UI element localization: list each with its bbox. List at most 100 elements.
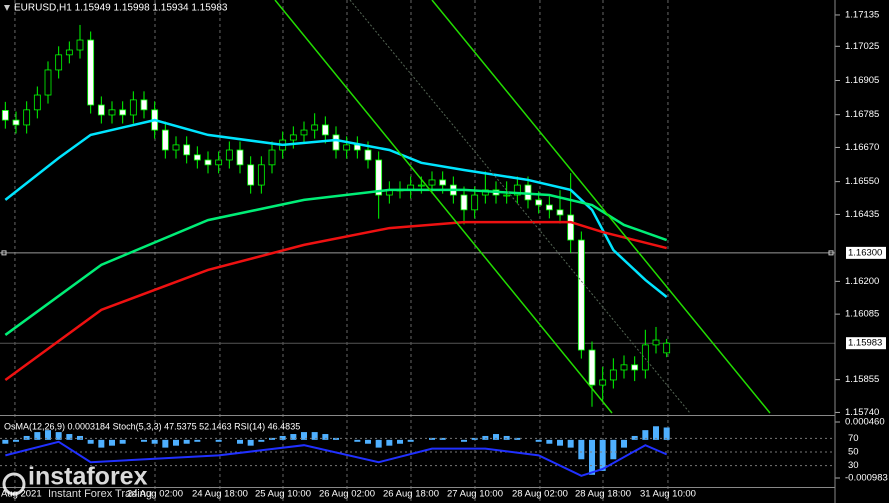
candle-body <box>471 194 479 211</box>
osma-bar <box>215 439 222 442</box>
candle-body <box>268 149 276 166</box>
candle-body <box>161 129 169 151</box>
osma-bar <box>365 439 372 444</box>
candle-body <box>183 144 191 156</box>
y-tick-label: 1.16670 <box>845 142 879 153</box>
candle-body <box>172 144 180 151</box>
osma-bar <box>610 439 617 460</box>
osma-bar <box>119 439 126 444</box>
candle-body <box>129 99 137 116</box>
candle-body <box>663 342 671 354</box>
osma-bar <box>66 434 73 440</box>
candle-body <box>33 94 41 111</box>
candle-body <box>417 184 425 187</box>
candle-body <box>1 110 9 121</box>
trend-line <box>274 0 613 414</box>
osma-bar <box>578 439 585 460</box>
candle-body <box>289 134 297 141</box>
indicator-title: OsMA(12,26,9) 0.0003184 Stoch(5,3,3) 47.… <box>4 421 300 431</box>
osma-bar <box>183 439 190 444</box>
osma-bar <box>439 437 446 440</box>
candle-body <box>652 339 660 346</box>
candle-body <box>641 344 649 371</box>
osma-bar <box>557 439 564 446</box>
osma-bar <box>162 439 169 448</box>
osma-bar <box>322 434 329 440</box>
osma-bar <box>109 439 116 446</box>
candle-body <box>321 124 329 136</box>
osma-bar <box>375 439 382 448</box>
osma-bar <box>663 427 670 440</box>
candle-body <box>631 364 639 371</box>
y2-tick-label: 30 <box>848 460 859 471</box>
x-tick-label: 26 Aug 02:00 <box>319 489 375 500</box>
osma-bar <box>87 439 94 444</box>
candle-body <box>460 194 468 211</box>
osma-bar <box>151 439 158 444</box>
candle-body <box>225 149 233 161</box>
osma-bar <box>173 439 180 446</box>
osma-bar <box>631 435 638 440</box>
y-tick-label: 1.16435 <box>845 209 879 220</box>
x-tick-label: 24 Aug 18:00 <box>192 489 248 500</box>
rsi-line <box>5 440 668 477</box>
candle-body <box>87 39 95 106</box>
osma-bar <box>567 439 574 448</box>
trend-line <box>431 0 771 414</box>
osma-bar <box>2 439 9 444</box>
candle-body <box>247 164 255 186</box>
candle-body <box>311 124 319 131</box>
candle-body <box>108 109 116 116</box>
x-tick-label: 28 Aug 18:00 <box>575 489 631 500</box>
candle-body <box>140 99 148 111</box>
x-tick-label: 31 Aug 10:00 <box>640 489 696 500</box>
osma-bar <box>429 437 436 440</box>
price-label: 1.16300 <box>848 247 882 258</box>
y-tick-label: 1.16550 <box>845 176 879 187</box>
candle-body <box>215 159 223 166</box>
x-tick-label: 25 Aug 10:00 <box>255 489 311 500</box>
moving-average <box>4 118 668 299</box>
y-tick-label: 1.16905 <box>845 75 879 86</box>
osma-bar <box>407 439 414 442</box>
osma-bar <box>386 439 393 446</box>
osma-bar <box>194 439 201 442</box>
y-tick-label: 1.16200 <box>845 276 879 287</box>
y-tick-label: 1.17025 <box>845 41 879 52</box>
line-handle <box>828 250 834 256</box>
candle-body <box>609 369 617 381</box>
y2-tick-label: 70 <box>848 433 859 444</box>
y-tick-label: 1.16085 <box>845 309 879 320</box>
logo: instaforex Instant Forex Trading <box>2 463 152 500</box>
candle-body <box>577 239 585 351</box>
osma-bar <box>141 439 148 442</box>
price-label-box <box>846 246 886 259</box>
candle-body <box>599 379 607 386</box>
osma-bar <box>290 434 297 440</box>
osma-bar <box>471 437 478 440</box>
candle-body <box>375 159 383 196</box>
candle-body <box>236 149 244 166</box>
candle-body <box>513 184 521 196</box>
candle-body <box>364 149 372 161</box>
candle-body <box>545 204 553 211</box>
y-tick-label: 0.000460 <box>845 417 885 428</box>
osma-bar <box>642 430 649 440</box>
x-tick-label: 28 Aug 02:00 <box>512 489 568 500</box>
osma-bar <box>621 439 628 448</box>
candle-body <box>204 159 212 166</box>
price-label-box <box>846 337 886 350</box>
y2-tick-label: 50 <box>848 447 859 458</box>
x-tick-label: 20 Aug 2021 <box>0 489 42 500</box>
osma-bar <box>258 439 265 442</box>
candle-body <box>65 49 73 56</box>
osma-bar <box>589 439 596 475</box>
y-tick-label: 1.15855 <box>845 374 879 385</box>
osma-bar <box>599 439 606 471</box>
candle-body <box>332 134 340 151</box>
x-tick-label: 24 Aug 02:00 <box>127 489 183 500</box>
candle-body <box>556 209 564 216</box>
osma-bar <box>514 437 521 440</box>
osma-bar <box>45 430 52 440</box>
